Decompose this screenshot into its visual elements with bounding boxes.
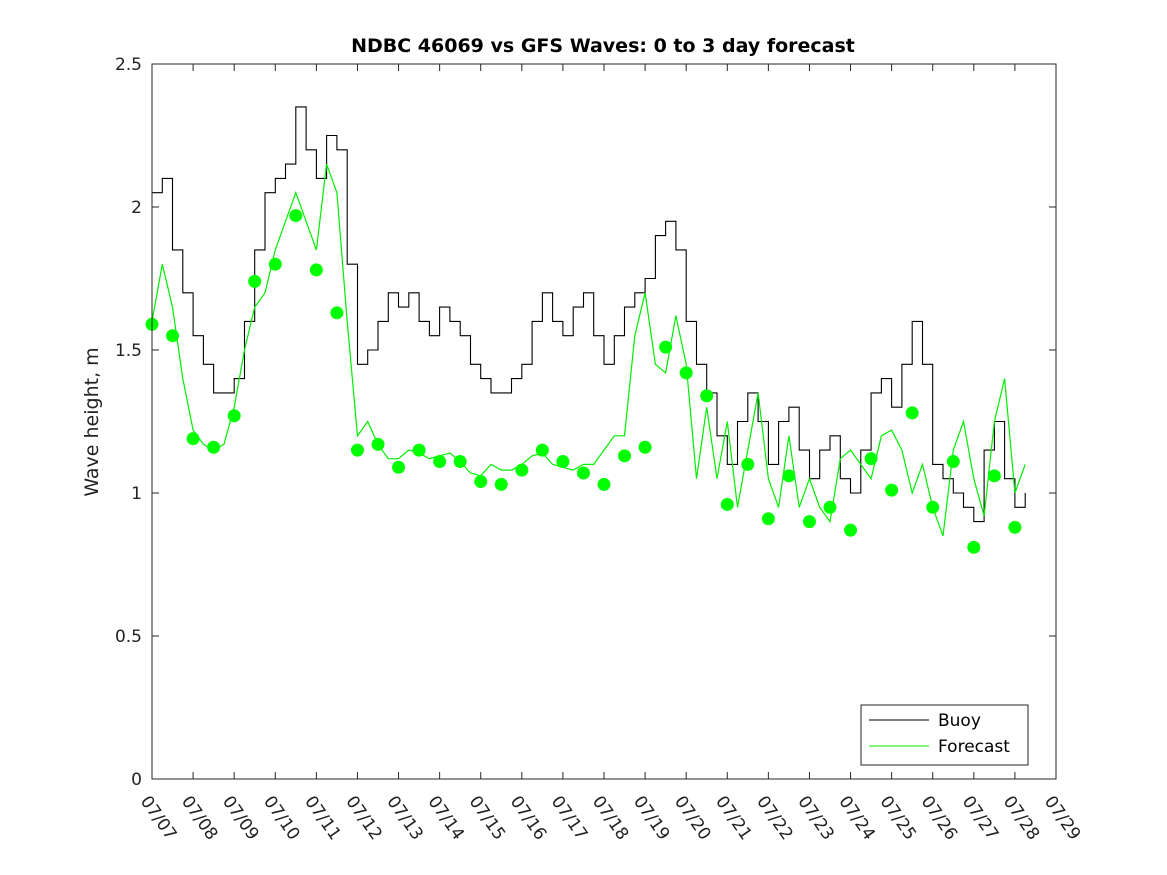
forecast-marker xyxy=(700,389,714,403)
forecast-marker xyxy=(166,329,180,343)
forecast-marker xyxy=(330,306,344,320)
forecast-marker xyxy=(474,475,488,489)
forecast-marker xyxy=(309,263,323,277)
forecast-marker xyxy=(987,469,1001,483)
plot-area xyxy=(145,63,1057,780)
y-tick-label: 0.5 xyxy=(115,627,142,647)
y-tick-label: 2 xyxy=(131,198,142,218)
forecast-marker xyxy=(207,440,221,454)
forecast-line xyxy=(151,163,1026,537)
forecast-marker xyxy=(494,477,508,491)
forecast-marker xyxy=(618,449,632,463)
forecast-marker xyxy=(371,437,385,451)
forecast-marker xyxy=(268,257,282,271)
forecast-marker xyxy=(433,455,447,469)
y-tick-label: 1.5 xyxy=(115,341,142,361)
forecast-marker xyxy=(350,443,364,457)
forecast-marker xyxy=(823,500,837,514)
legend-forecast-label: Forecast xyxy=(938,737,1010,757)
legend: Buoy Forecast xyxy=(860,704,1029,766)
forecast-marker xyxy=(412,443,426,457)
y-axis-label: Wave height, m xyxy=(81,347,103,496)
buoy-line xyxy=(152,106,1026,523)
legend-box xyxy=(860,704,1029,766)
y-tick-label: 0 xyxy=(131,770,142,790)
forecast-marker xyxy=(638,440,652,454)
forecast-marker xyxy=(453,455,467,469)
forecast-marker xyxy=(227,409,241,423)
y-tick-label: 2.5 xyxy=(115,55,142,75)
forecast-marker xyxy=(720,497,734,511)
forecast-marker xyxy=(535,443,549,457)
forecast-marker xyxy=(802,515,816,529)
forecast-marker xyxy=(248,274,262,288)
forecast-marker xyxy=(844,523,858,537)
forecast-marker xyxy=(905,406,919,420)
forecast-marker xyxy=(946,455,960,469)
forecast-marker xyxy=(885,483,899,497)
forecast-marker xyxy=(741,457,755,471)
legend-buoy-label: Buoy xyxy=(938,711,981,731)
forecast-marker xyxy=(967,540,981,554)
y-tick-label: 1 xyxy=(131,484,142,504)
forecast-marker xyxy=(289,209,303,223)
forecast-marker xyxy=(782,469,796,483)
forecast-marker xyxy=(1008,520,1022,534)
forecast-marker xyxy=(679,366,693,380)
chart-title: NDBC 46069 vs GFS Waves: 0 to 3 day fore… xyxy=(351,35,855,57)
plot-frame xyxy=(151,63,1057,780)
forecast-marker xyxy=(597,477,611,491)
forecast-marker xyxy=(392,460,406,474)
forecast-marker xyxy=(926,500,940,514)
forecast-marker xyxy=(186,432,200,446)
forecast-marker xyxy=(556,455,570,469)
forecast-marker xyxy=(576,466,590,480)
forecast-marker xyxy=(864,452,878,466)
forecast-marker xyxy=(659,340,673,354)
forecast-marker xyxy=(761,512,775,526)
forecast-marker xyxy=(515,463,529,477)
